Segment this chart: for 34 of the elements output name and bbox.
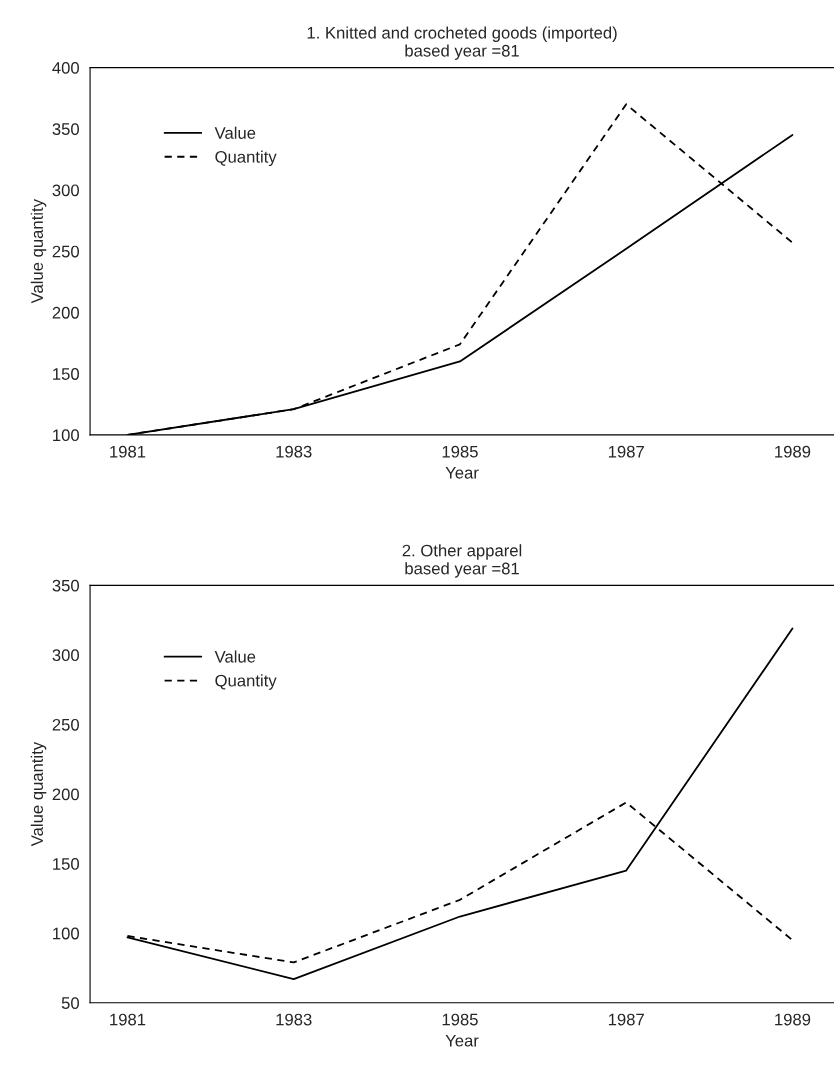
x-tick-label: 1989: [775, 445, 811, 458]
x-axis-title: Year: [445, 1034, 479, 1047]
y-tick-label: 300: [52, 184, 80, 197]
legend-label: Quantity: [215, 674, 277, 690]
y-axis-title: Value quantity: [30, 741, 47, 847]
x-tick-label: 1985: [442, 445, 478, 458]
legend-label: Value: [214, 650, 256, 663]
y-tick-label: 250: [52, 245, 80, 258]
chart-title: 2. Other apparel based year =81: [402, 544, 522, 578]
y-tick-label: 300: [52, 649, 80, 662]
x-tick-label: 1981: [110, 445, 146, 458]
y-tick-label: 200: [52, 788, 80, 801]
y-axis-title: Value quantity: [30, 199, 47, 304]
y-tick-label: 100: [53, 429, 80, 442]
x-tick-label: 1987: [608, 445, 644, 458]
legend-label: Value: [214, 126, 256, 139]
y-tick-label: 400: [52, 61, 80, 74]
x-tick-label: 1985: [442, 1013, 478, 1026]
y-tick-label: 150: [53, 368, 80, 380]
x-tick-label: 1983: [276, 1013, 312, 1026]
legend-label: Quantity: [215, 150, 277, 167]
x-tick-label: 1989: [775, 1013, 811, 1026]
y-tick-label: 150: [53, 858, 80, 870]
y-tick-label: 250: [52, 718, 80, 731]
y-tick-label: 100: [53, 927, 80, 940]
y-tick-label: 350: [52, 579, 80, 592]
y-tick-label: 200: [52, 306, 80, 319]
y-tick-label: 350: [52, 123, 80, 135]
chart-title: 1. Knitted and crocheted goods (imported) based year =81: [307, 26, 617, 60]
x-axis-title: Year: [445, 467, 479, 479]
x-tick-label: 1987: [608, 1013, 644, 1026]
y-tick-label: 50: [61, 997, 80, 1009]
x-tick-label: 1983: [276, 445, 312, 458]
x-tick-label: 1981: [110, 1013, 146, 1026]
